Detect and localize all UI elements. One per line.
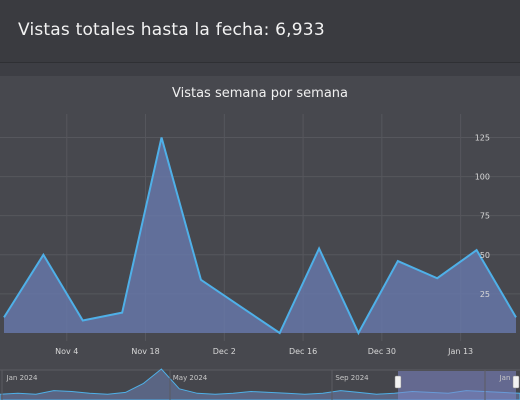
views-area <box>4 137 516 333</box>
x-tick-label: Nov 4 <box>55 347 78 356</box>
data-point[interactable] <box>316 246 322 252</box>
navigator-tick-label: May 2024 <box>173 374 208 382</box>
data-point[interactable] <box>434 275 440 281</box>
y-tick-label: 25 <box>480 290 490 299</box>
header-bar: Vistas totales hasta la fecha: 6,933 <box>0 0 520 62</box>
data-point[interactable] <box>513 314 519 320</box>
chart-title: Vistas semana por semana <box>172 86 348 101</box>
data-point[interactable] <box>198 277 204 283</box>
navigator-tick-label: Jan 2024 <box>6 374 38 382</box>
navigator-handle-left[interactable] <box>394 375 402 389</box>
x-tick-label: Nov 18 <box>131 347 159 356</box>
data-point[interactable] <box>277 330 283 336</box>
x-tick-label: Dec 16 <box>289 347 317 356</box>
chart-panel: Vistas semana por semana 25 50 75 100 125 Nov… <box>0 76 520 400</box>
y-tick-label: 100 <box>475 173 490 182</box>
weekly-views-chart[interactable]: 25 50 75 100 125 Nov 4 Nov 18 Dec 2 Dec 16 Dec 30… <box>0 76 520 400</box>
x-tick-label: Dec 30 <box>368 347 396 356</box>
y-tick-label: 50 <box>480 251 490 260</box>
data-point[interactable] <box>1 314 7 320</box>
y-tick-label: 125 <box>475 133 490 142</box>
y-tick-label: 75 <box>480 212 490 221</box>
navigator-tick-label: Sep 2024 <box>335 374 369 382</box>
total-views-title: Vistas totales hasta la fecha: 6,933 <box>18 20 325 40</box>
navigator-tick-label: Jan <box>499 374 511 382</box>
data-point[interactable] <box>159 134 165 140</box>
navigator-selection[interactable] <box>398 371 516 400</box>
views-line <box>3 137 517 336</box>
data-point[interactable] <box>40 252 46 258</box>
data-point[interactable] <box>355 330 361 336</box>
data-point[interactable] <box>119 310 125 316</box>
data-point[interactable] <box>80 317 86 323</box>
navigator-handle-right[interactable] <box>512 375 520 389</box>
data-point[interactable] <box>237 303 243 309</box>
data-point[interactable] <box>474 247 480 253</box>
x-tick-label: Dec 2 <box>213 347 236 356</box>
x-tick-label: Jan 13 <box>447 347 473 356</box>
data-point[interactable] <box>395 258 401 264</box>
